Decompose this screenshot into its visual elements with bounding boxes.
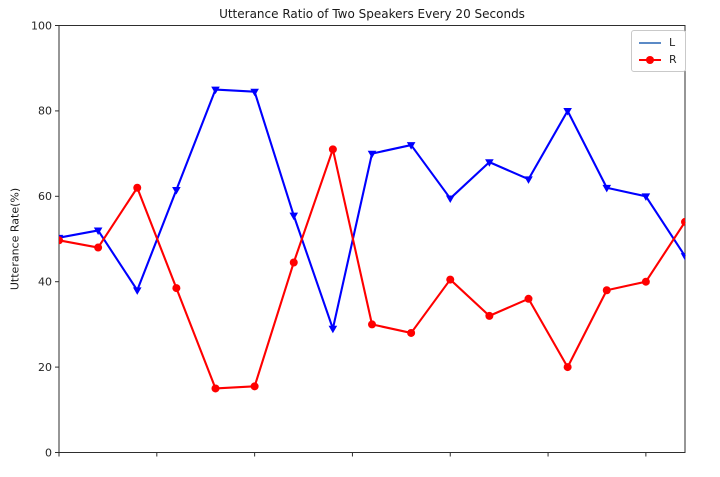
- legend-item-R: R: [639, 53, 677, 66]
- series-line-L: [58, 88, 686, 330]
- y-tick-label: 40: [38, 276, 52, 289]
- series-line-R: [58, 148, 686, 390]
- plot-frame: [58, 25, 686, 453]
- legend-line-sample-L: [639, 36, 661, 49]
- legend-line-sample-R: [639, 53, 661, 66]
- legend-item-L: L: [639, 36, 677, 49]
- legend: L R: [631, 30, 686, 72]
- y-tick-label: 20: [38, 361, 52, 374]
- legend-label-L: L: [669, 36, 676, 49]
- chart-title: Utterance Ratio of Two Speakers Every 20…: [219, 7, 525, 21]
- y-tick-label: 0: [45, 446, 52, 459]
- y-tick-label: 60: [38, 190, 52, 203]
- series-R: [59, 145, 685, 393]
- y-tick-label: 100: [31, 19, 52, 32]
- y-tick-label: 80: [38, 105, 52, 118]
- series-L: [59, 86, 685, 334]
- y-axis-label: Utterance Rate(%): [8, 187, 22, 291]
- legend-label-R: R: [669, 53, 677, 66]
